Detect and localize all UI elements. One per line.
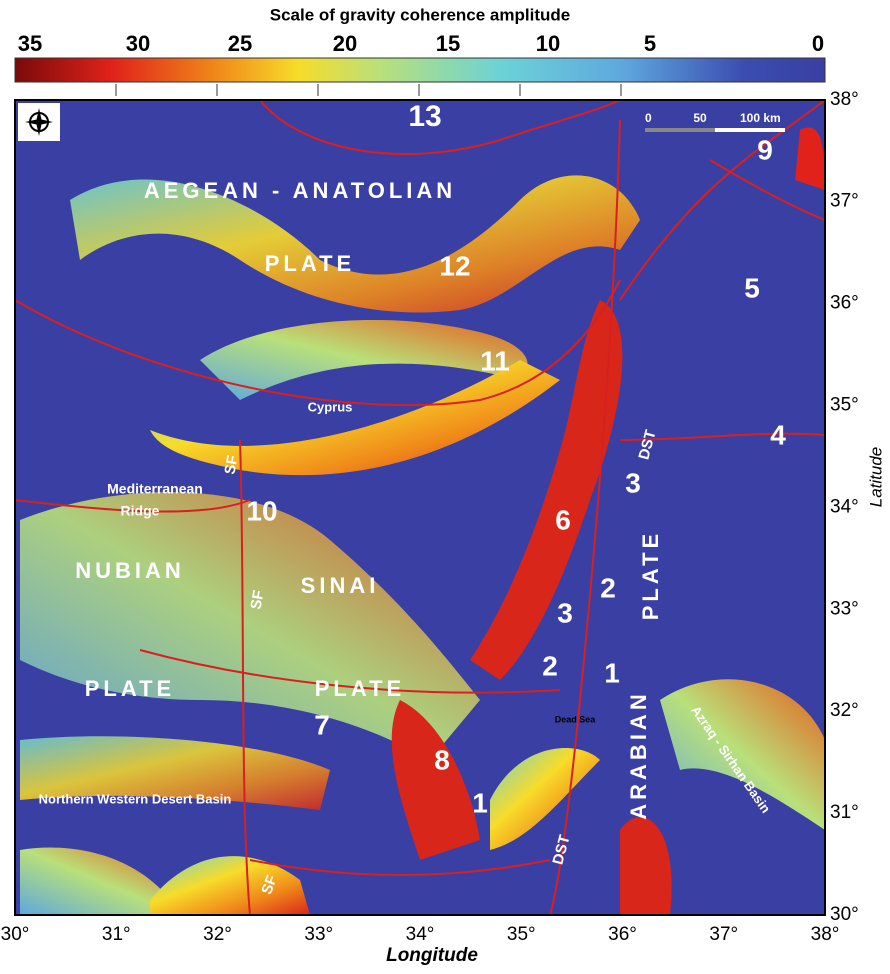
scale-label: 100 km [740, 111, 781, 125]
map-label: 2 [600, 572, 616, 603]
scale-bar [715, 128, 785, 132]
map-label: SF [247, 589, 267, 611]
map-label: 5 [744, 272, 760, 303]
x-tick-label: 34° [406, 924, 435, 945]
map-label: 3 [625, 467, 641, 498]
map-label: Cyprus [308, 399, 353, 414]
x-axis-label: Longitude [386, 945, 478, 966]
x-tick-label: 31° [102, 924, 131, 945]
map-label: 6 [555, 504, 571, 535]
map-label: SF [221, 454, 241, 476]
map-label: 10 [246, 495, 277, 526]
colorbar-tick-label: 5 [644, 31, 656, 56]
map-label: 3 [557, 597, 573, 628]
figure: Scale of gravity coherence amplitude 353… [0, 0, 890, 969]
scale-label: 50 [693, 111, 707, 125]
x-tick-label: 33° [304, 924, 333, 945]
map-label: AEGEAN - ANATOLIAN [144, 178, 456, 203]
map-label: 1 [604, 657, 620, 688]
y-tick-label: 32° [830, 700, 859, 721]
y-axis-label: Latitude [866, 447, 885, 508]
colorbar-tick-label: 10 [536, 31, 560, 56]
y-tick-label: 36° [830, 293, 859, 314]
x-tick-label: 36° [608, 924, 637, 945]
map-label: 9 [757, 134, 773, 165]
map-label: 2 [542, 650, 558, 681]
map-label: PLATE [315, 676, 405, 701]
colorbar-tick-label: 35 [18, 31, 42, 56]
map-label: 4 [770, 419, 786, 450]
map-label: SINAI [301, 573, 380, 598]
map-label: 8 [434, 744, 450, 775]
colorbar-tick-label: 15 [436, 31, 460, 56]
y-tick-label: 31° [830, 802, 859, 823]
colorbar-tick-label: 25 [228, 31, 252, 56]
map-label: 11 [480, 345, 510, 376]
map-label: Dead Sea [555, 714, 597, 724]
map-label: Mediterranean [107, 481, 203, 497]
x-tick-label: 37° [709, 924, 738, 945]
x-tick-label: 30° [1, 924, 30, 945]
map-label: PLATE [265, 251, 355, 276]
map-label: PLATE [85, 676, 175, 701]
map-label: ARABIAN [626, 690, 651, 819]
colorbar [15, 58, 825, 82]
y-tick-label: 30° [830, 904, 859, 925]
x-tick-label: 32° [203, 924, 232, 945]
colorbar-title: Scale of gravity coherence amplitude [270, 5, 570, 24]
x-tick-label: 35° [507, 924, 536, 945]
map-label: 12 [439, 250, 470, 281]
map-label: NUBIAN [75, 558, 185, 583]
y-tick-label: 34° [830, 496, 859, 517]
map-label: 13 [408, 100, 441, 133]
map-label: 7 [314, 709, 330, 740]
y-tick-label: 35° [830, 395, 859, 416]
colorbar-tick-label: 30 [126, 31, 150, 56]
colorbar-tick-label: 0 [812, 31, 824, 56]
colorbar-tick-label: 20 [333, 31, 357, 56]
map-label: PLATE [638, 530, 663, 620]
y-tick-label: 38° [830, 89, 859, 110]
map-label: 1 [472, 787, 488, 818]
y-tick-label: 33° [830, 598, 859, 619]
scale-label: 0 [645, 111, 652, 125]
y-tick-label: 37° [830, 191, 859, 212]
scale-bar [645, 128, 715, 132]
x-tick-label: 38° [811, 924, 840, 945]
map-label: Northern Western Desert Basin [39, 791, 232, 806]
map-label: Ridge [121, 503, 160, 519]
